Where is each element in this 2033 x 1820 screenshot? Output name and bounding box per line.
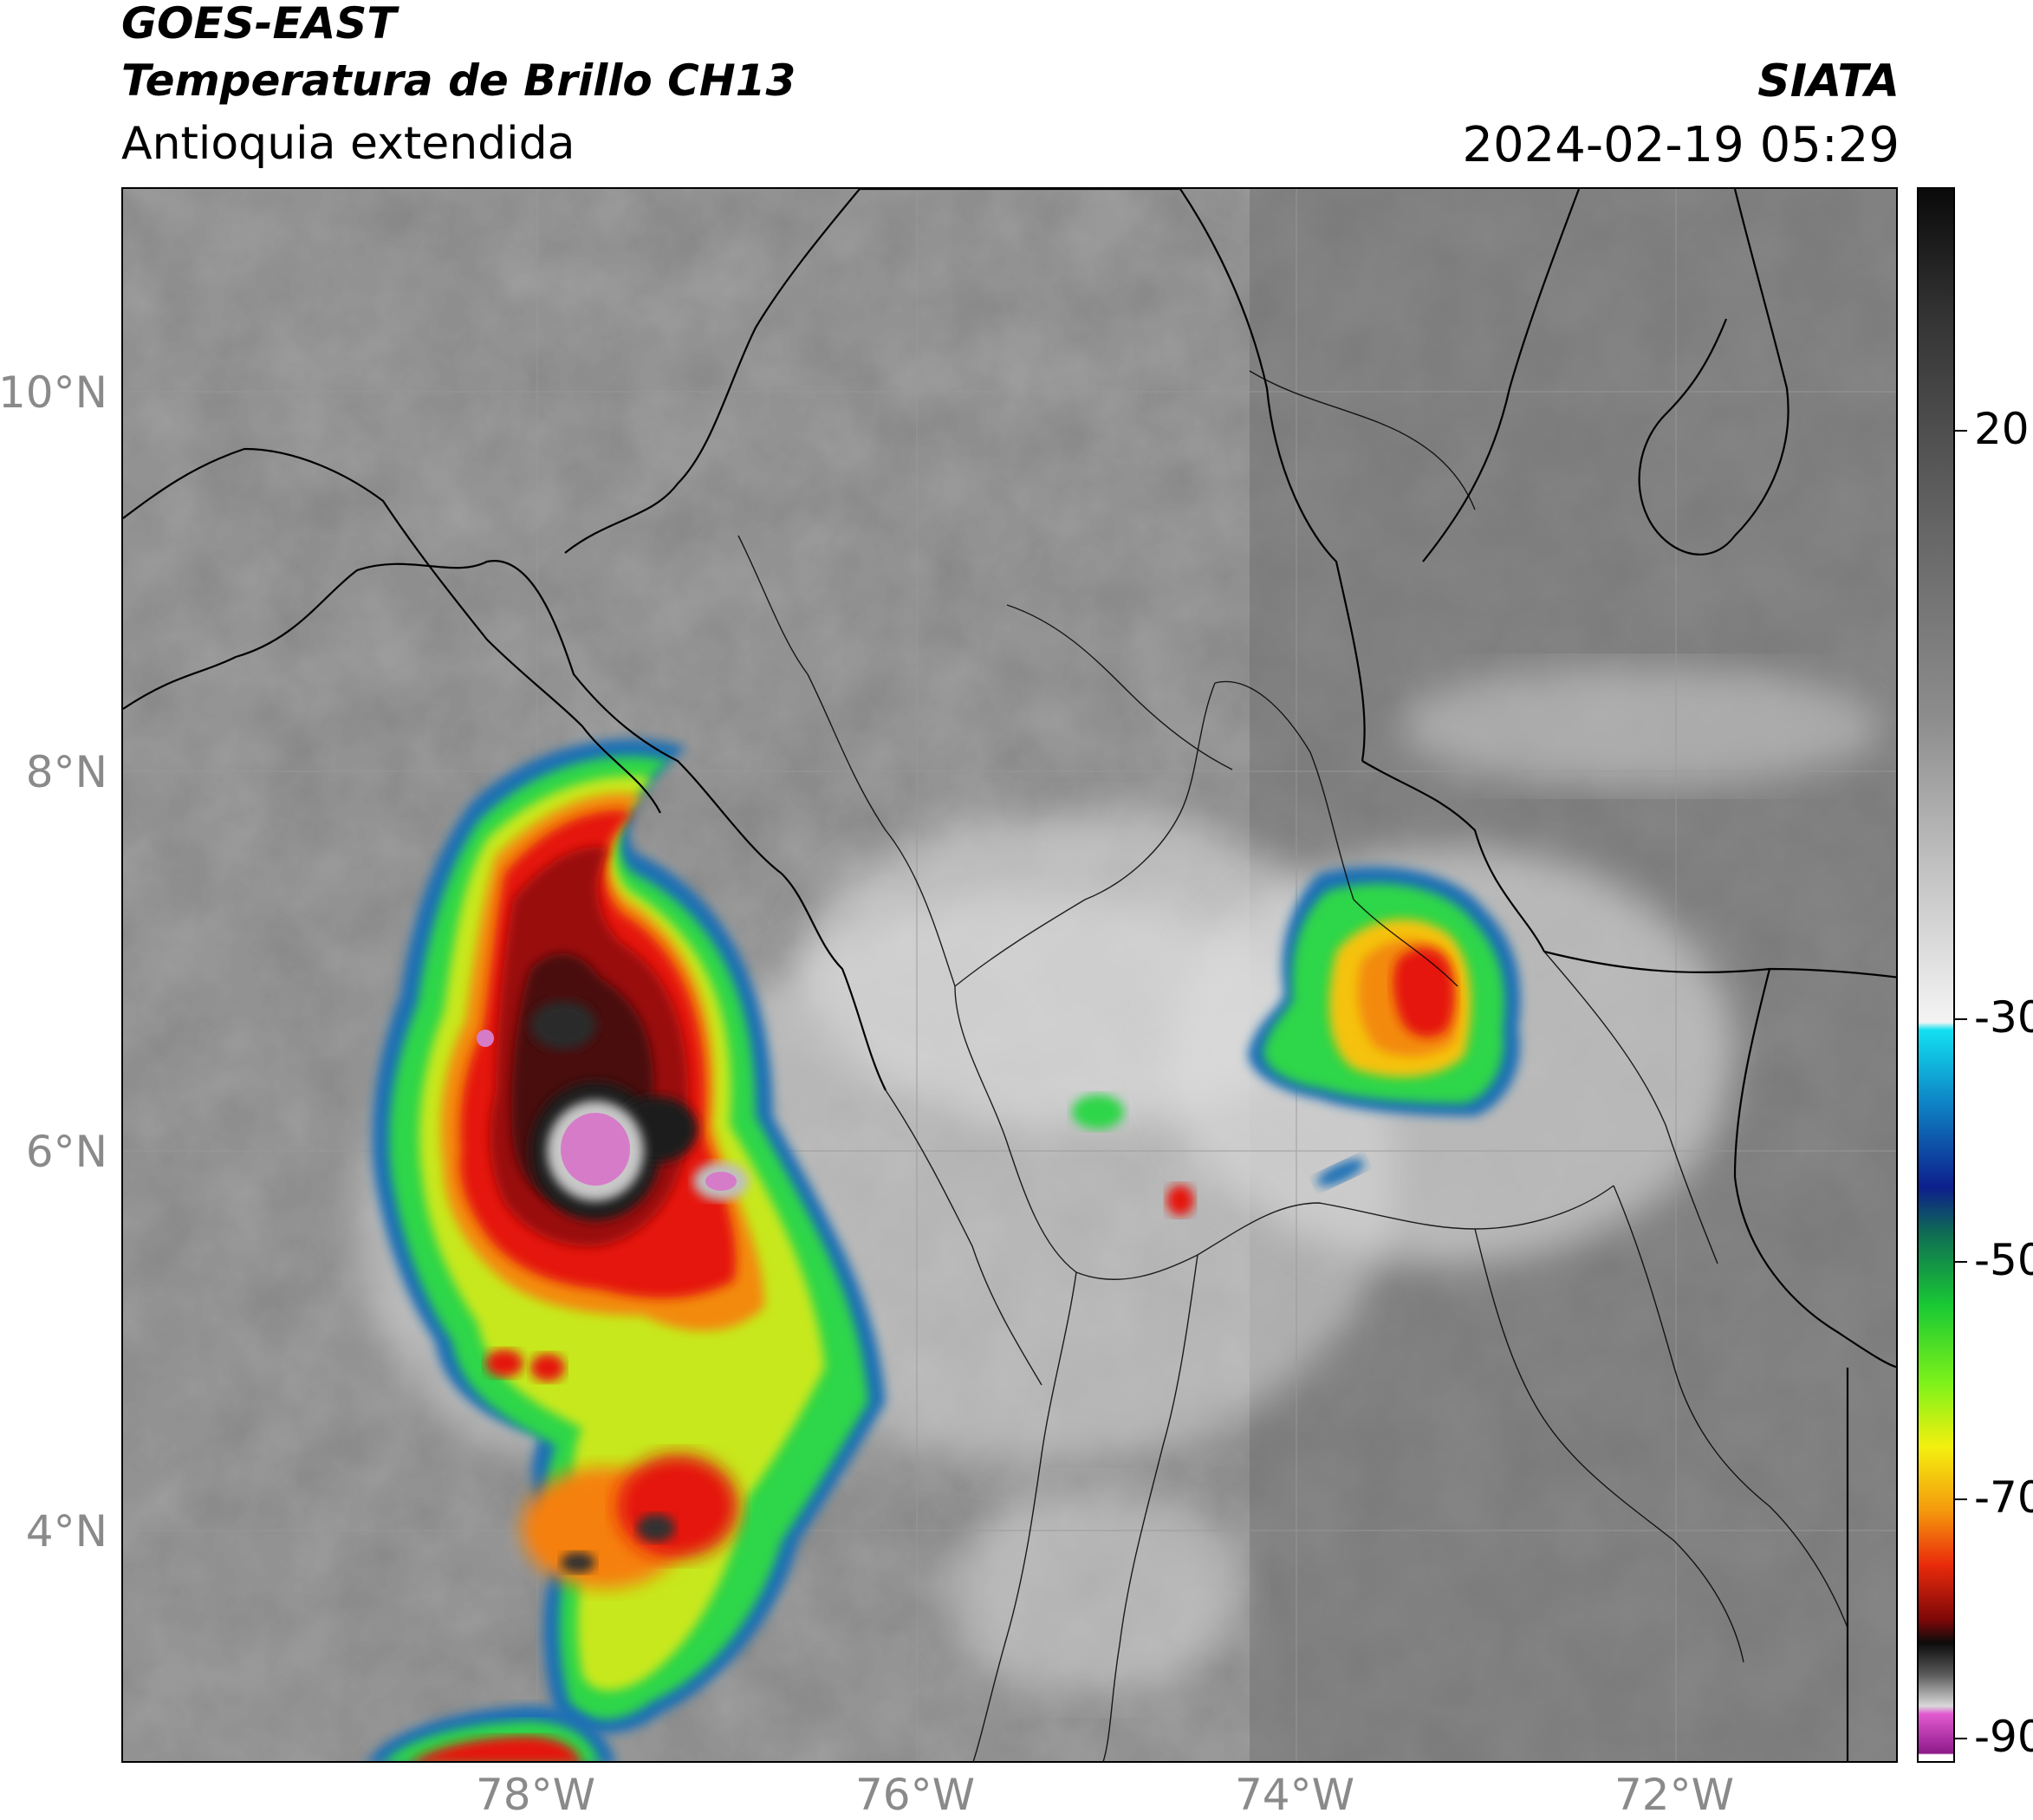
colorbar-tick-mark [1955, 1018, 1967, 1020]
lat-tick-label: 8°N [25, 747, 107, 797]
country-borders [123, 189, 1896, 1761]
map-canvas [123, 189, 1896, 1761]
colorbar-tick-label: -90 [1974, 1712, 2033, 1762]
region-subtitle: Antioquia extendida [121, 118, 575, 170]
temperature-colorbar [1917, 187, 1955, 1763]
colorbar-tick-label: -30 [1974, 992, 2033, 1043]
lat-tick-label: 6°N [25, 1127, 107, 1177]
lat-tick-label: 10°N [0, 367, 107, 418]
lon-tick-label: 78°W [475, 1770, 596, 1820]
department-borders [737, 370, 1848, 1761]
product-title: Temperatura de Brillo CH13 [121, 55, 796, 106]
lat-tick-label: 4°N [25, 1506, 107, 1557]
storm-cell-west [372, 738, 886, 1734]
lon-tick-label: 72°W [1614, 1770, 1735, 1820]
storm-cell-east [1072, 867, 1521, 1216]
lon-tick-label: 74°W [1234, 1770, 1355, 1820]
colorbar-tick-mark [1955, 1498, 1967, 1500]
colorbar-tick-label: -70 [1974, 1472, 2033, 1523]
colorbar-tick-mark [1955, 430, 1967, 432]
satellite-map[interactable] [121, 187, 1898, 1763]
colorbar-tick-mark [1955, 1261, 1967, 1263]
satellite-title: GOES-EAST [121, 0, 397, 49]
colorbar-tick-mark [1955, 1738, 1967, 1739]
colorbar-tick-label: -50 [1974, 1235, 2033, 1285]
colorbar-tick-label: 20 [1974, 404, 2030, 454]
timestamp-label: 2024-02-19 05:29 [1462, 117, 1900, 173]
cloud-texture-layer [123, 189, 1896, 1761]
organization-label: SIATA [1757, 55, 1900, 107]
storm-cell-south [367, 1706, 616, 1761]
lon-tick-label: 76°W [854, 1770, 976, 1820]
